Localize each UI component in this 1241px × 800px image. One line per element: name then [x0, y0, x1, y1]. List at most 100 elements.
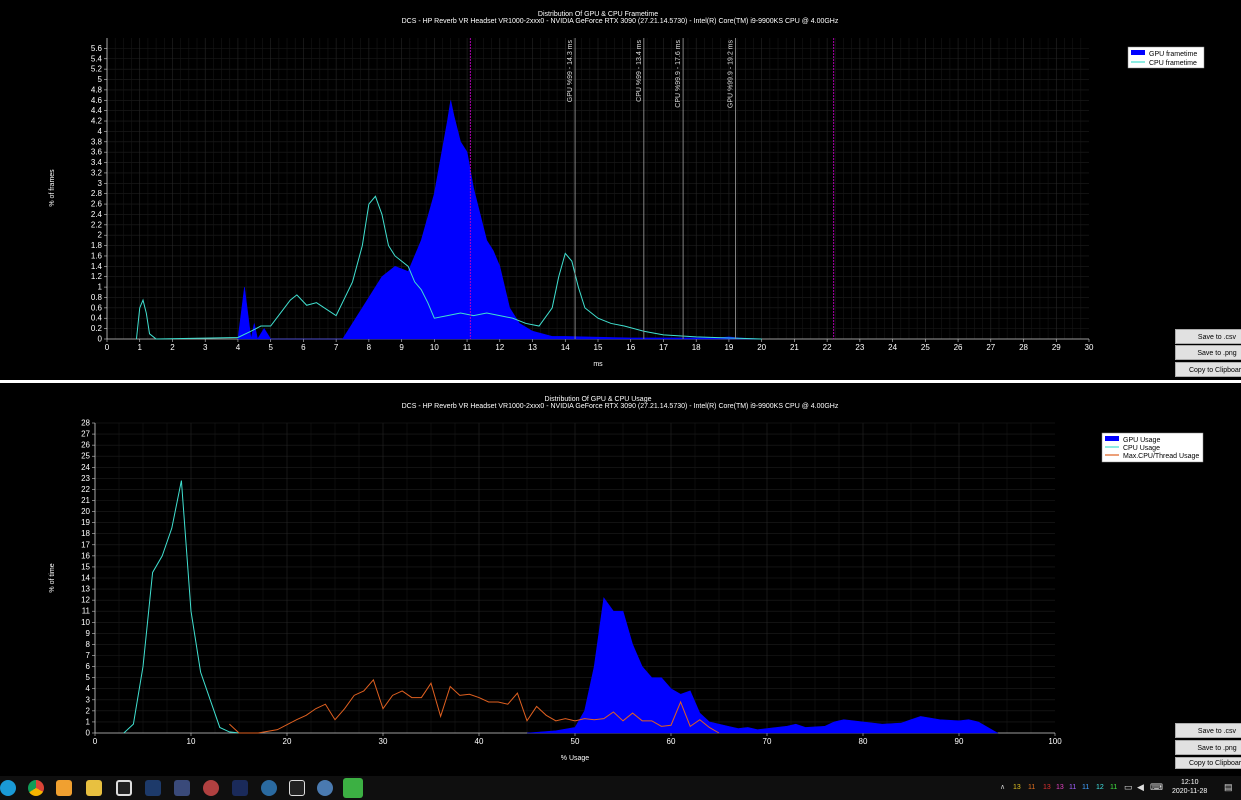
chart2-y-tick-label: 27 — [81, 430, 90, 439]
chart2-x-tick-label: 70 — [763, 737, 772, 746]
chart1-marker-label: GPU %99 - 14.3 ms — [567, 40, 574, 103]
chart2-copy-clipboard-button[interactable]: Copy to Clipboard — [1175, 757, 1241, 769]
chart1-x-tick-label: 30 — [1085, 343, 1094, 352]
clock-time[interactable]: 12:10 — [1181, 779, 1199, 786]
chart2-y-tick-label: 6 — [86, 662, 91, 671]
chart2-save-csv-button[interactable]: Save to .csv — [1175, 723, 1241, 738]
chart1-x-tick-label: 12 — [495, 343, 504, 352]
notifications-icon[interactable]: ▤ — [1224, 782, 1233, 792]
chart2-y-tick-label: 19 — [81, 518, 90, 527]
clock-date[interactable]: 2020-11-28 — [1172, 788, 1208, 795]
chart2-y-tick-label: 22 — [81, 485, 90, 494]
chart1-y-tick-label: 5.4 — [91, 54, 103, 63]
chart2-series-cpu-usage — [123, 480, 240, 734]
chart1-y-tick-label: 3.4 — [91, 158, 103, 167]
flight-app-icon[interactable] — [203, 780, 219, 796]
chart2-y-tick-label: 23 — [81, 474, 90, 483]
chart2-y-tick-label: 21 — [81, 496, 90, 505]
chart2-y-tick-label: 8 — [86, 640, 91, 649]
chart2-y-tick-label: 28 — [81, 419, 90, 428]
app-orange-icon[interactable] — [56, 780, 72, 796]
chart1-copy-clipboard-button[interactable]: Copy to Clipboard — [1175, 362, 1241, 377]
chart1-x-tick-label: 10 — [430, 343, 439, 352]
chart1-x-tick-label: 11 — [463, 343, 472, 352]
chart1-x-tick-label: 0 — [105, 343, 110, 352]
chart1-y-tick-label: 4.6 — [91, 96, 103, 105]
chart1-y-tick-label: 1.8 — [91, 241, 103, 250]
taskbar: ∧ 13 11 13 13 11 11 12 11 ▭ ◀ ⌨ 12:10 20… — [0, 776, 1241, 800]
chart1-x-tick-label: 13 — [528, 343, 537, 352]
chrome-icon[interactable] — [28, 780, 44, 796]
chart2-x-tick-label: 100 — [1048, 737, 1062, 746]
chart1-x-tick-label: 28 — [1019, 343, 1028, 352]
edge-icon[interactable] — [0, 780, 16, 796]
oculus-icon[interactable] — [116, 780, 132, 796]
frametime-tool-icon[interactable] — [343, 778, 363, 798]
chart2-series-gpu-usage — [526, 597, 999, 734]
chart2-y-tick-label: 20 — [81, 507, 90, 516]
chart1-x-tick-label: 20 — [757, 343, 766, 352]
chart1-y-tick-label: 4.4 — [91, 106, 103, 115]
chart2-y-tick-label: 9 — [86, 629, 91, 638]
chart2-x-tick-label: 90 — [955, 737, 964, 746]
chart1-y-tick-label: 1.2 — [91, 272, 103, 281]
chart1-y-tick-label: 0.2 — [91, 324, 103, 333]
chart2-x-tick-label: 20 — [283, 737, 292, 746]
vr-headset-icon[interactable] — [289, 780, 305, 796]
chart1-x-tick-label: 4 — [236, 343, 241, 352]
language-icon[interactable]: ⌨ — [1150, 782, 1163, 792]
chart2-y-tick-label: 16 — [81, 551, 90, 560]
legend-gpu-frametime: GPU frametime — [1149, 51, 1197, 58]
legend-cpu-frametime: CPU frametime — [1149, 60, 1197, 67]
chart1-marker-label: CPU %99.9 - 17.6 ms — [675, 40, 682, 108]
chart1-x-tick-label: 21 — [790, 343, 799, 352]
charts-canvas: Distribution Of GPU & CPU Frametime DCS … — [49, 11, 1205, 762]
chart1-x-tick-label: 3 — [203, 343, 208, 352]
file-explorer-icon[interactable] — [86, 780, 102, 796]
chart2-y-tick-label: 17 — [81, 540, 90, 549]
chart1-y-tick-label: 2.4 — [91, 210, 103, 219]
dark-app-icon[interactable] — [232, 780, 248, 796]
chart2-subtitle: DCS - HP Reverb VR Headset VR1000-2xxx0 … — [402, 403, 839, 410]
chart1-y-tick-label: 4.2 — [91, 117, 103, 126]
chart1-save-csv-button[interactable]: Save to .csv — [1175, 329, 1241, 344]
chart2-y-tick-label: 1 — [86, 717, 91, 726]
chart1-y-tick-label: 2.2 — [91, 220, 103, 229]
chart1-x-tick-label: 22 — [823, 343, 832, 352]
chart1-y-tick-label: 0.8 — [91, 293, 103, 302]
chart1-x-tick-label: 17 — [659, 343, 668, 352]
tray-number: 13 — [1056, 784, 1064, 791]
chart1-x-tick-label: 27 — [986, 343, 995, 352]
chart1-y-tick-label: 2 — [98, 231, 103, 240]
chart1-x-tick-label: 14 — [561, 343, 570, 352]
network-icon[interactable]: ▭ — [1124, 782, 1133, 792]
chart2-y-tick-label: 25 — [81, 452, 90, 461]
chart2-save-png-button[interactable]: Save to .png — [1175, 740, 1241, 755]
chart1-x-tick-label: 2 — [170, 343, 175, 352]
chart1-y-tick-label: 4 — [98, 127, 103, 136]
pen-app-icon[interactable] — [145, 780, 161, 796]
chart2-y-tick-label: 14 — [81, 574, 90, 583]
chart1-ylabel: % of frames — [49, 169, 56, 207]
chart2-y-tick-label: 2 — [86, 706, 91, 715]
chart1-y-tick-label: 3 — [98, 179, 103, 188]
chart2-y-tick-label: 3 — [86, 695, 91, 704]
legend-swatch-gpu-usage — [1105, 436, 1119, 441]
chart1-y-tick-label: 3.8 — [91, 137, 103, 146]
chart2-title: Distribution Of GPU & CPU Usage — [545, 396, 652, 403]
pi-app-icon[interactable] — [261, 780, 277, 796]
chart1-x-tick-label: 6 — [301, 343, 306, 352]
chart-divider[interactable] — [0, 380, 1241, 383]
globe-app-icon[interactable] — [317, 780, 333, 796]
tray-chevron-icon[interactable]: ∧ — [1000, 784, 1006, 791]
controller-icon[interactable] — [174, 780, 190, 796]
chart1-x-tick-label: 16 — [626, 343, 635, 352]
tray-number: 13 — [1043, 784, 1051, 791]
chart2-x-tick-label: 80 — [859, 737, 868, 746]
chart1-save-png-button[interactable]: Save to .png — [1175, 345, 1241, 360]
chart2-y-tick-label: 7 — [86, 651, 91, 660]
chart2-x-tick-label: 50 — [571, 737, 580, 746]
chart2-y-tick-label: 13 — [81, 585, 90, 594]
volume-icon[interactable]: ◀ — [1137, 782, 1144, 792]
chart1-marker-label: CPU %99 - 13.4 ms — [636, 40, 643, 102]
